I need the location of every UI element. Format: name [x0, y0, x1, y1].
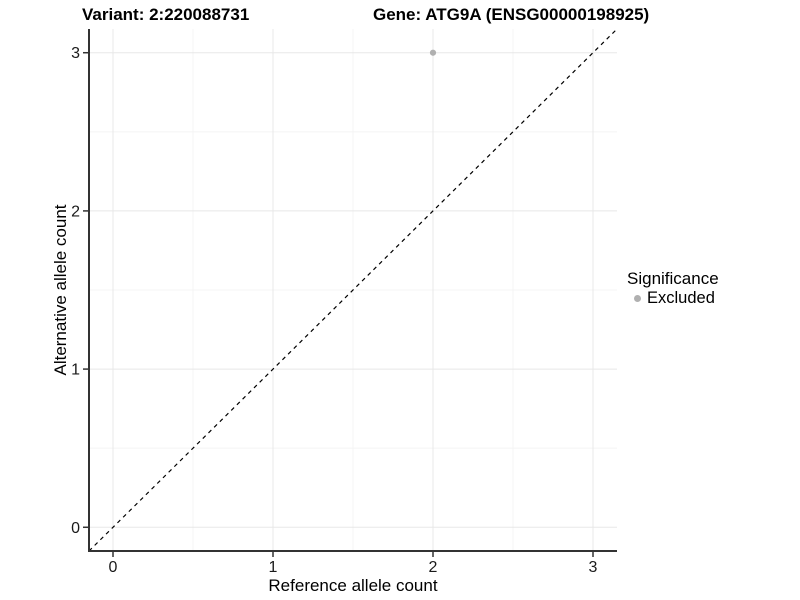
legend-entry-excluded: Excluded: [627, 289, 719, 307]
legend: Significance Excluded: [627, 269, 719, 307]
y-tick-label: 1: [71, 362, 80, 379]
y-tick-label: 0: [71, 520, 80, 537]
legend-entry-label: Excluded: [647, 289, 715, 307]
legend-title: Significance: [627, 269, 719, 288]
excluded-point-marker-icon: [634, 294, 641, 302]
y-axis-title: Alternative allele count: [51, 204, 70, 376]
data-point: [429, 49, 437, 56]
y-tick-label: 2: [71, 203, 80, 220]
gene-title: Gene: ATG9A (ENSG00000198925): [373, 5, 650, 24]
x-axis-title: Reference allele count: [268, 576, 438, 595]
variant-title: Variant: 2:220088731: [82, 5, 250, 24]
x-tick-label: 3: [589, 559, 598, 576]
x-tick-label: 2: [429, 559, 438, 576]
y-tick-label: 3: [71, 45, 80, 62]
x-tick-label: 0: [109, 559, 118, 576]
identity-reference-line: [88, 28, 618, 552]
x-tick-label: 1: [269, 559, 278, 576]
